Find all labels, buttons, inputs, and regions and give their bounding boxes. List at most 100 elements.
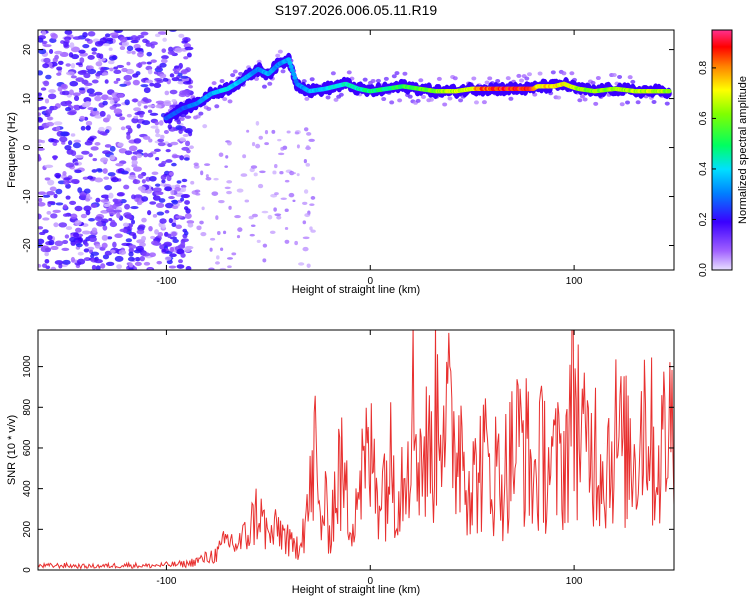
noise-point — [51, 33, 58, 39]
noise-point — [151, 44, 155, 48]
noise-point — [273, 207, 277, 211]
noise-point — [171, 223, 176, 227]
ridge-halo — [418, 78, 423, 82]
noise-point — [295, 132, 299, 135]
ridge-halo — [220, 79, 225, 83]
noise-point — [179, 137, 185, 141]
noise-point — [258, 184, 263, 188]
noise-point — [88, 31, 96, 36]
noise-point — [71, 63, 75, 69]
y-tick-label: 0 — [22, 567, 33, 573]
ridge-halo — [620, 102, 625, 106]
noise-point — [200, 170, 203, 175]
noise-point — [74, 206, 82, 211]
noise-point — [114, 28, 123, 33]
ridge-halo — [347, 70, 352, 74]
noise-point — [41, 87, 46, 90]
noise-point — [298, 262, 304, 265]
noise-point — [121, 171, 129, 175]
noise-point — [159, 63, 166, 68]
noise-point — [109, 47, 113, 50]
noise-point — [219, 153, 224, 157]
noise-point — [180, 253, 185, 258]
noise-point — [138, 224, 145, 229]
noise-point — [121, 68, 127, 72]
noise-point — [127, 114, 132, 118]
noise-point — [251, 165, 257, 168]
noise-point — [184, 200, 190, 205]
noise-point — [38, 198, 42, 202]
noise-point — [182, 194, 190, 198]
noise-point — [279, 171, 283, 174]
noise-point — [246, 130, 249, 133]
noise-point — [137, 35, 144, 39]
noise-point — [168, 124, 172, 129]
noise-point — [166, 149, 171, 152]
noise-point — [77, 187, 82, 193]
noise-point — [95, 178, 103, 183]
noise-point — [79, 116, 85, 121]
noise-point — [142, 252, 150, 256]
noise-point — [74, 162, 78, 165]
noise-point — [225, 187, 231, 189]
ridge-halo — [556, 96, 561, 100]
noise-point — [161, 55, 169, 59]
noise-point — [220, 247, 223, 251]
ridge-halo — [527, 72, 532, 76]
ridge-halo — [506, 76, 511, 80]
noise-point — [155, 184, 161, 187]
noise-point — [79, 57, 84, 63]
noise-point — [113, 199, 119, 203]
noise-point — [292, 200, 295, 202]
noise-point — [142, 179, 146, 183]
noise-point — [306, 145, 309, 148]
spectrogram-x-label: Height of straight line (km) — [292, 284, 420, 296]
noise-point — [134, 138, 142, 143]
noise-point — [119, 229, 127, 233]
noise-point — [109, 68, 114, 72]
noise-point — [45, 99, 49, 104]
noise-point — [290, 172, 296, 174]
noise-point — [94, 259, 103, 263]
ridge-halo — [625, 100, 630, 104]
noise-point — [96, 61, 103, 66]
noise-point — [285, 227, 288, 230]
noise-point — [54, 51, 63, 55]
ridge-halo — [652, 100, 657, 104]
noise-point — [190, 181, 194, 185]
noise-point — [84, 83, 93, 86]
noise-point — [86, 66, 92, 70]
noise-point — [109, 56, 117, 61]
ridge-halo — [665, 102, 670, 106]
noise-point — [227, 257, 233, 260]
noise-point — [205, 177, 211, 181]
noise-point — [101, 194, 110, 198]
noise-point — [226, 191, 232, 194]
noise-point — [150, 125, 158, 128]
noise-point — [287, 131, 291, 134]
colorbar-label: Normalized spectral amplitude — [737, 76, 749, 224]
noise-point — [141, 236, 146, 241]
noise-point — [155, 105, 161, 109]
snr-y-label: SNR (10 * v/v) — [6, 415, 18, 485]
noise-point — [265, 130, 268, 134]
noise-point — [140, 84, 148, 87]
y-tick-label: 200 — [22, 521, 33, 538]
noise-point — [63, 180, 69, 185]
noise-point — [158, 232, 163, 237]
noise-point — [81, 151, 89, 155]
noise-point — [169, 218, 173, 223]
y-tick-label: 600 — [22, 439, 33, 456]
noise-point — [304, 159, 307, 163]
noise-point — [175, 215, 183, 218]
noise-point — [94, 96, 101, 102]
noise-point — [110, 106, 117, 110]
noise-point — [297, 173, 300, 176]
noise-point — [92, 265, 96, 270]
snr-series — [38, 299, 674, 569]
noise-point — [171, 232, 177, 237]
noise-point — [116, 213, 120, 219]
ridge-halo — [310, 77, 315, 81]
noise-point — [102, 101, 107, 106]
noise-point — [202, 124, 207, 128]
